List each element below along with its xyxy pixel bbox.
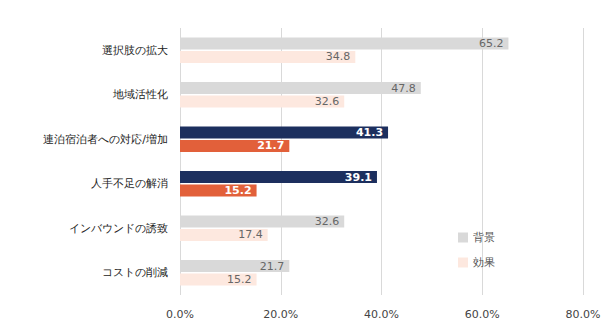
svg-text:21.7: 21.7: [260, 260, 285, 273]
svg-text:60.0%: 60.0%: [465, 308, 500, 321]
svg-text:効果: 効果: [473, 256, 495, 269]
svg-text:背景: 背景: [473, 231, 495, 244]
svg-text:32.6: 32.6: [315, 95, 340, 108]
svg-text:17.4: 17.4: [238, 228, 263, 241]
svg-text:連泊宿泊者への対応/増加: 連泊宿泊者への対応/増加: [43, 133, 168, 146]
svg-text:65.2: 65.2: [479, 37, 504, 50]
svg-text:0.0%: 0.0%: [166, 308, 194, 321]
svg-text:20.0%: 20.0%: [263, 308, 298, 321]
svg-text:32.6: 32.6: [315, 215, 340, 228]
svg-text:選択肢の拡大: 選択肢の拡大: [102, 44, 168, 57]
svg-text:15.2: 15.2: [227, 273, 252, 286]
svg-text:15.2: 15.2: [224, 184, 251, 197]
svg-text:47.8: 47.8: [391, 82, 416, 95]
svg-text:40.0%: 40.0%: [364, 308, 399, 321]
svg-text:コストの削減: コストの削減: [102, 266, 168, 279]
svg-text:41.3: 41.3: [356, 126, 383, 139]
svg-text:人手不足の解消: 人手不足の解消: [91, 177, 168, 190]
svg-text:34.8: 34.8: [326, 50, 351, 63]
svg-text:21.7: 21.7: [257, 139, 284, 152]
svg-text:39.1: 39.1: [345, 171, 372, 184]
svg-text:インバウンドの誘致: インバウンドの誘致: [69, 222, 168, 235]
svg-text:80.0%: 80.0%: [566, 308, 601, 321]
svg-text:地域活性化: 地域活性化: [112, 88, 168, 101]
